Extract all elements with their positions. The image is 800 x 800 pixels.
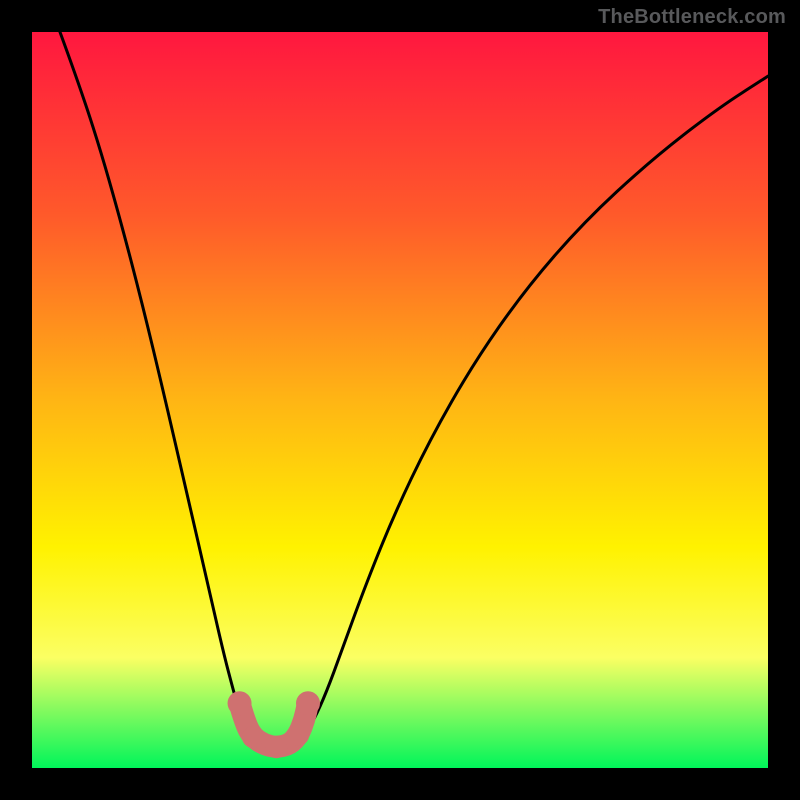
valley-overlay-lump <box>242 726 264 748</box>
credit-text: TheBottleneck.com <box>598 6 786 29</box>
valley-overlay-end <box>296 691 320 715</box>
valley-overlay-lump <box>266 737 288 759</box>
valley-overlay-end <box>228 691 252 715</box>
chart-svg <box>32 32 768 768</box>
valley-overlay <box>228 691 320 758</box>
plot-area <box>32 32 768 768</box>
valley-overlay-lump <box>288 724 310 746</box>
bottleneck-curve <box>60 32 768 752</box>
